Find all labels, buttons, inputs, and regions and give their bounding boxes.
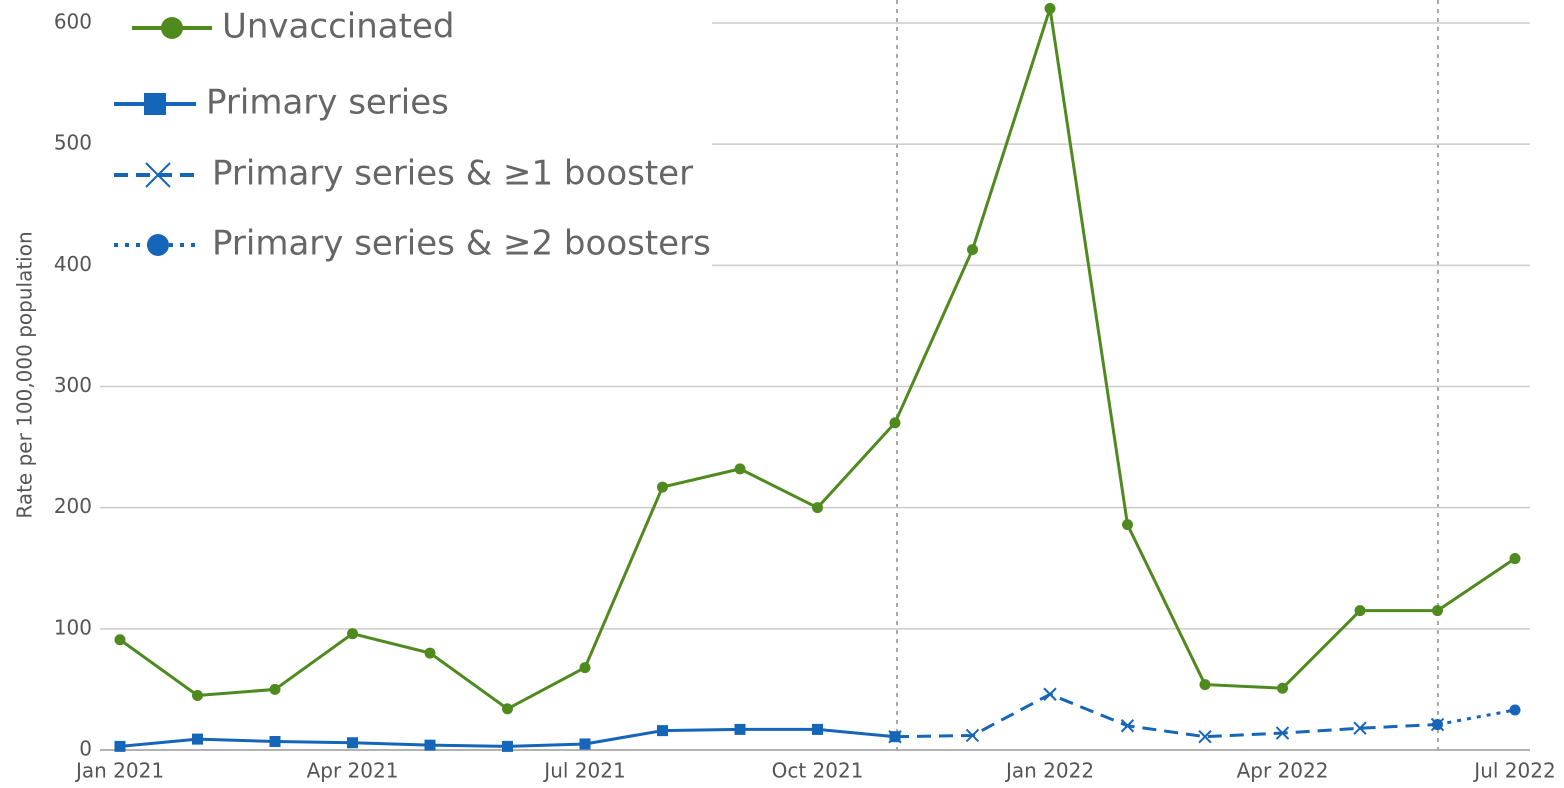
- marker: [1509, 704, 1521, 716]
- legend: Unvaccinated Primary series Primary series…: [100, 0, 712, 282]
- marker: [114, 634, 126, 646]
- marker: [347, 628, 358, 640]
- x-tick-label: Jan 2022: [1004, 759, 1094, 783]
- marker: [144, 93, 166, 115]
- y-tick-label: 0: [79, 737, 92, 761]
- marker: [1432, 719, 1443, 731]
- marker: [269, 683, 281, 695]
- x-tick-label: Apr 2022: [1237, 759, 1329, 783]
- y-axis-label: Rate per 100,000 population: [13, 231, 37, 518]
- marker: [1198, 729, 1212, 744]
- marker: [1277, 682, 1288, 694]
- marker: [192, 733, 203, 745]
- marker: [502, 703, 513, 715]
- marker: [1122, 519, 1133, 531]
- y-tick-label: 400: [54, 252, 92, 276]
- legend-label: Unvaccinated: [222, 7, 454, 47]
- marker: [347, 737, 358, 749]
- legend-label: Primary series: [206, 83, 449, 123]
- marker: [734, 723, 746, 735]
- marker: [888, 729, 902, 744]
- marker: [1354, 605, 1366, 617]
- y-tick-label: 100: [54, 615, 92, 639]
- marker: [161, 17, 183, 39]
- marker: [502, 740, 513, 752]
- marker: [812, 723, 823, 735]
- marker: [812, 502, 823, 514]
- marker: [114, 740, 126, 752]
- marker: [579, 662, 591, 674]
- marker: [269, 736, 281, 748]
- marker: [657, 481, 668, 493]
- y-tick-label: 200: [54, 494, 92, 518]
- x-tick-label: Jan 2021: [74, 759, 164, 783]
- marker: [424, 739, 436, 751]
- marker: [1043, 687, 1057, 701]
- marker: [965, 728, 980, 743]
- y-tick-label: 500: [54, 131, 92, 155]
- marker: [1120, 719, 1135, 733]
- legend-box: [100, 0, 712, 282]
- x-tick-label: Apr 2021: [307, 759, 399, 783]
- marker: [1044, 2, 1056, 14]
- marker: [145, 162, 171, 188]
- x-tick-label: Jul 2021: [542, 759, 625, 783]
- series-line: [1437, 708, 1516, 727]
- y-tick-label: 300: [54, 373, 92, 397]
- x-tick-label: Oct 2021: [772, 759, 864, 783]
- marker: [1353, 721, 1367, 735]
- series-line: [894, 692, 1438, 739]
- marker: [147, 234, 169, 256]
- marker: [1509, 553, 1521, 565]
- legend-label: Primary series & ≥1 booster: [212, 154, 693, 194]
- marker: [734, 463, 746, 475]
- y-tick-label: 600: [54, 10, 92, 34]
- marker: [657, 725, 668, 737]
- marker: [1275, 726, 1290, 740]
- marker: [192, 689, 203, 701]
- legend-label: Primary series & ≥2 boosters: [212, 224, 711, 264]
- marker: [889, 417, 901, 429]
- marker: [1199, 679, 1211, 691]
- marker: [1432, 605, 1443, 617]
- marker: [579, 738, 591, 750]
- marker: [967, 244, 978, 256]
- marker: [424, 647, 436, 659]
- x-tick-label: Jul 2022: [1472, 759, 1555, 783]
